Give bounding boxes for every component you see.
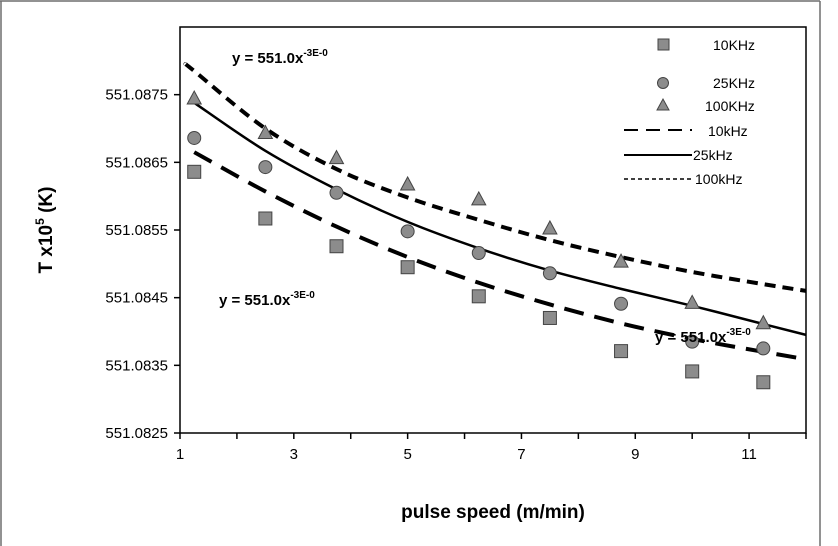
circle-point-25khz-4 — [471, 246, 486, 261]
legend-circle-marker — [657, 77, 669, 89]
circle-point-25khz-6 — [614, 296, 629, 311]
y-axis: 551.0825 551.0835 551.0845 551.0855 551.0865… — [105, 87, 180, 442]
square-point-10khz-5 — [542, 310, 557, 325]
square-point-10khz-0 — [187, 164, 202, 179]
legend-label-10khz-marker: 10KHz — [713, 37, 755, 53]
circle-point-25khz-7 — [685, 334, 700, 349]
legend-label-10khz-line: 10kHz — [708, 123, 748, 139]
trendline-100khz — [183, 62, 807, 293]
x-axis: 1 3 5 7 9 11 — [176, 433, 807, 463]
triangle-point-100khz-7 — [684, 294, 701, 309]
trendline-10khz — [193, 150, 807, 362]
y-tick-label-5: 551.0875 — [105, 87, 168, 104]
x-tick-label-0: 1 — [176, 446, 184, 463]
triangle-point-100khz-0 — [186, 89, 203, 105]
y-tick-label-0: 551.0825 — [105, 425, 168, 442]
circle-point-25khz-2 — [329, 185, 344, 200]
equation-25khz: y = 551.0x-3E-0 — [655, 327, 751, 346]
y-tick-label-4: 551.0865 — [105, 154, 168, 171]
square-point-10khz-1 — [258, 211, 273, 226]
triangle-point-100khz-4 — [470, 190, 487, 206]
trendline-25khz — [193, 101, 807, 337]
legend-label-100khz-line: 100kHz — [695, 171, 742, 187]
square-point-10khz-6 — [614, 344, 629, 359]
y-tick-label-3: 551.0855 — [105, 222, 168, 239]
square-point-10khz-3 — [400, 260, 415, 275]
legend-triangle-marker — [656, 97, 670, 111]
circle-point-25khz-3 — [400, 224, 415, 239]
triangle-point-100khz-6 — [613, 253, 629, 268]
triangle-point-100khz-1 — [257, 124, 274, 140]
y-tick-label-2: 551.0845 — [105, 290, 168, 307]
circle-point-25khz-8 — [756, 341, 771, 356]
legend-label-100khz-marker: 100KHz — [705, 98, 755, 114]
circle-point-25khz-5 — [542, 266, 557, 281]
x-axis-title: pulse speed (m/min) — [401, 502, 585, 523]
triangle-point-100khz-3 — [399, 175, 416, 191]
square-point-10khz-7 — [685, 364, 700, 379]
equation-10khz: y = 551.0x-3E-0 — [219, 290, 315, 309]
x-tick-label-2: 5 — [403, 446, 411, 463]
legend-label-25khz-line: 25kHz — [693, 147, 733, 163]
triangle-point-100khz-5 — [542, 219, 558, 235]
data-points — [186, 89, 772, 390]
y-tick-label-1: 551.0835 — [105, 357, 168, 374]
triangle-point-100khz-8 — [755, 314, 772, 330]
x-tick-label-5: 11 — [741, 446, 757, 463]
square-point-10khz-4 — [471, 289, 486, 304]
square-point-10khz-2 — [329, 239, 344, 254]
legend-square-marker — [657, 38, 670, 51]
legend-label-25khz-marker: 25KHz — [713, 75, 755, 91]
square-point-10khz-8 — [756, 375, 771, 390]
x-tick-label-4: 9 — [631, 446, 639, 463]
triangle-point-100khz-2 — [328, 149, 345, 165]
x-tick-label-1: 3 — [290, 446, 298, 463]
equation-100khz: y = 551.0x-3E-0 — [232, 48, 328, 67]
legend: 10KHz 25KHz 100KHz 10kHz 25kHz 100kHz — [624, 37, 755, 187]
y-axis-title: T x105 (K) — [33, 187, 57, 274]
trendlines — [183, 62, 807, 362]
x-tick-label-3: 7 — [517, 446, 525, 463]
circle-point-25khz-0 — [187, 130, 202, 145]
circle-point-25khz-1 — [258, 160, 273, 175]
